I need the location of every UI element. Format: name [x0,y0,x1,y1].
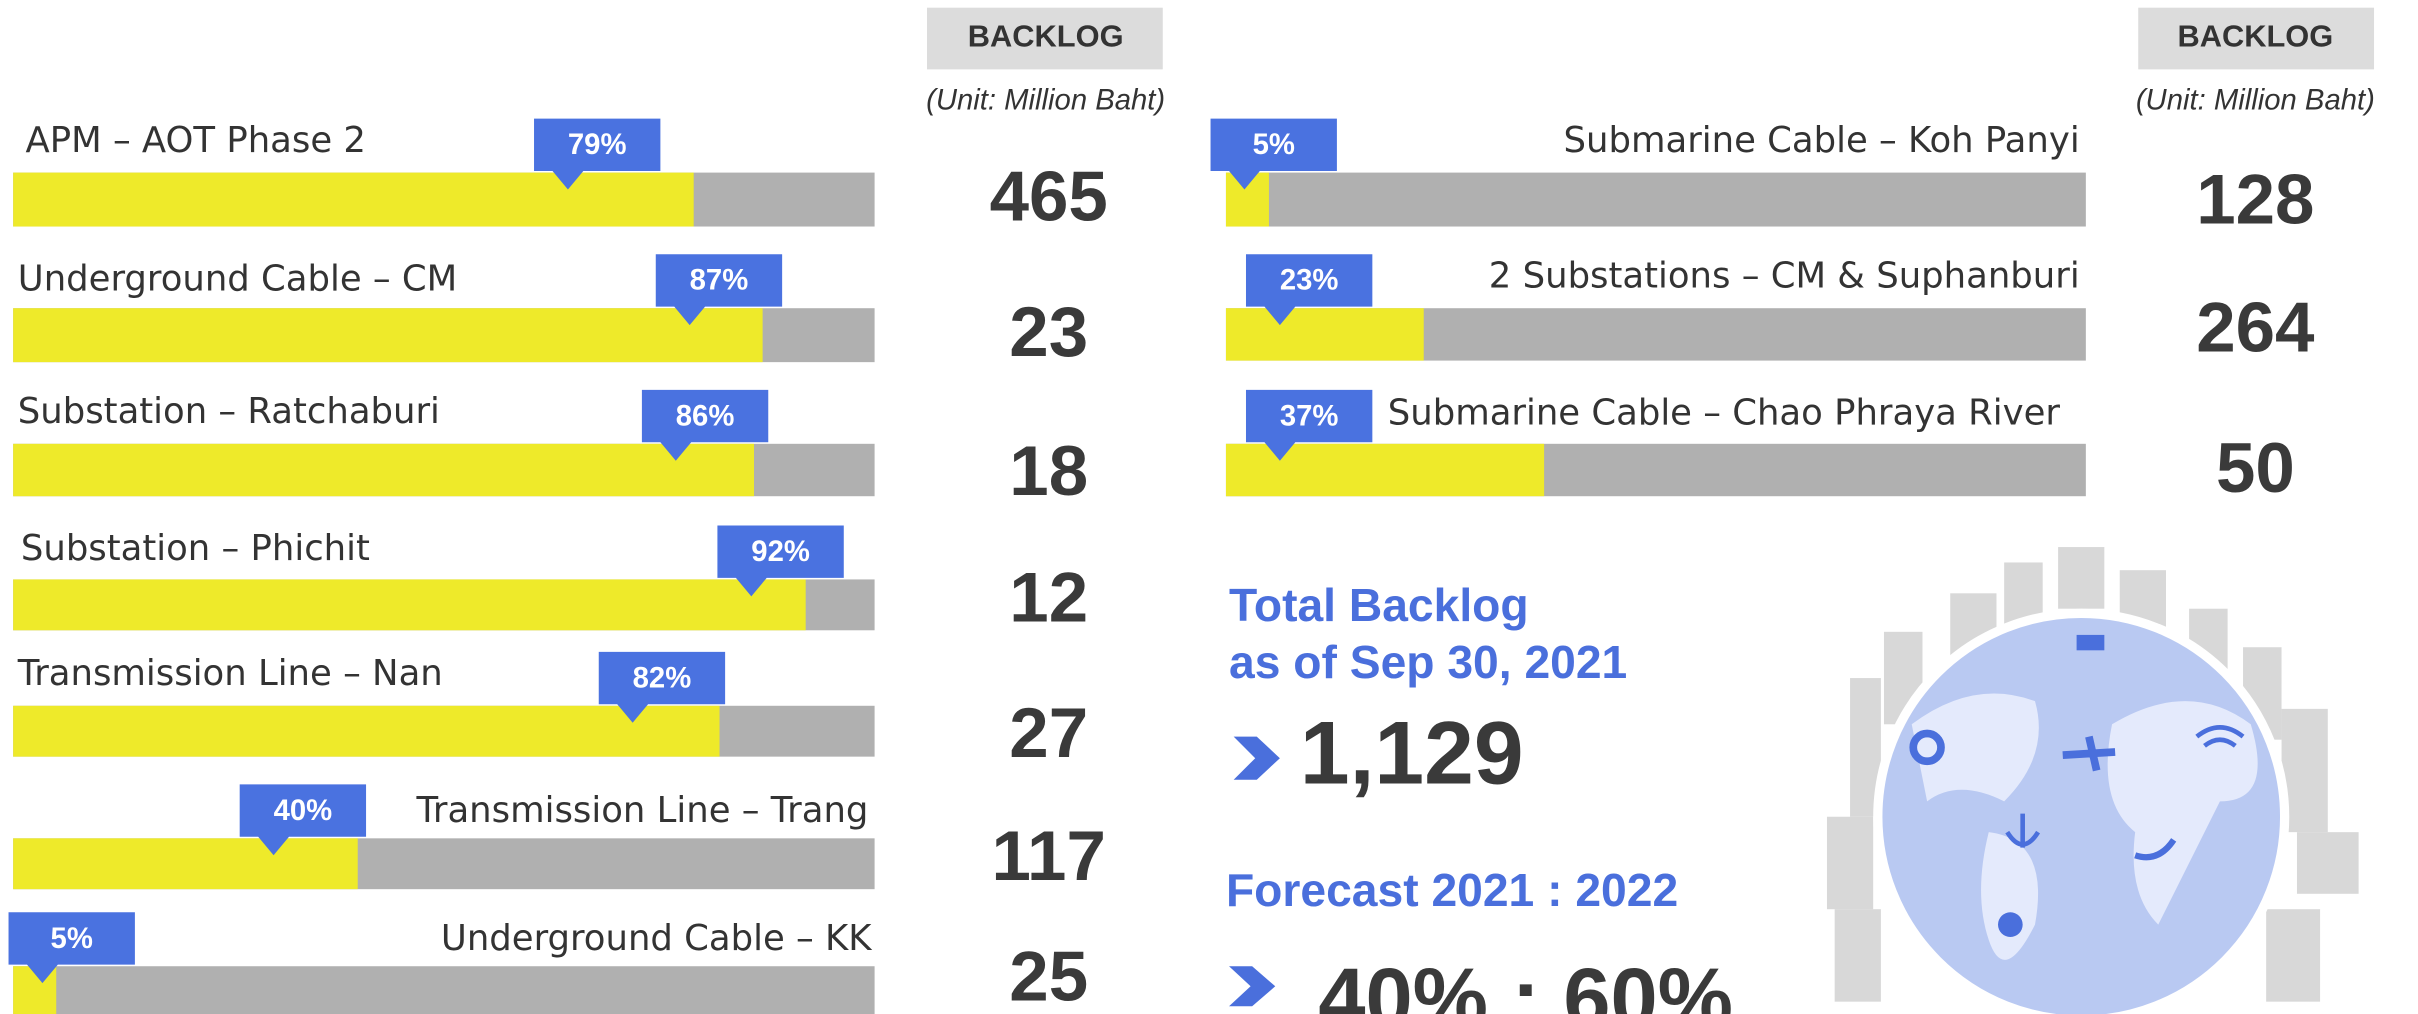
badge [1245,389,1373,461]
badge [8,912,135,984]
backlog-value: 264 [2196,289,2315,368]
backlog-value: 25 [1009,937,1088,1014]
progress-label: 5% [51,923,93,955]
project-name: Substation – Phichit [21,528,370,569]
backlog-value: 50 [2216,429,2295,508]
project-name: APM – AOT Phase 2 [25,120,365,161]
backlog-value: 117 [992,817,1106,896]
progress-label: 5% [1253,129,1295,161]
project-name: Transmission Line – Nan [17,653,443,694]
badge [598,651,726,723]
badge [717,525,844,597]
backlog-value: 23 [1009,293,1088,372]
total-date: as of Sep 30, 2021 [1229,636,1627,688]
badge [655,254,783,326]
backlog-value: 12 [1009,558,1088,637]
progress-label: 87% [690,265,749,297]
globe-illustration [1826,547,2359,1014]
progress-label: 37% [1280,400,1339,432]
project-name: Submarine Cable – Koh Panyi [1564,120,2080,161]
progress-label: 40% [274,795,333,827]
progress-fill [1225,308,1424,361]
badge [641,389,769,461]
unit-label: (Unit: Million Baht) [2136,84,2375,116]
column-title: BACKLOG [968,19,1124,54]
badge [1245,254,1373,326]
project-name: 2 Substations – CM & Suphanburi [1489,255,2080,296]
progress-fill [13,705,720,757]
badge [534,118,661,190]
badge [1210,118,1337,190]
column-title: BACKLOG [2177,19,2333,54]
backlog-value: 465 [990,158,1108,237]
total-value: 1,129 [1300,702,1524,802]
unit-label: (Unit: Million Baht) [926,84,1165,116]
progress-label: 92% [751,536,810,568]
progress-track [13,966,875,1014]
header-box [926,7,1163,70]
backlog-value: 27 [1009,694,1088,773]
forecast-title: Forecast 2021 : 2022 [1226,864,1678,916]
backlog-value: 128 [2196,161,2314,240]
badge [239,784,367,856]
progress-track [1225,172,2086,227]
progress-label: 82% [633,662,692,694]
project-name: Underground Cable – CM [18,258,457,299]
chevron [1233,736,1280,780]
total-title: Total Backlog [1229,579,1529,631]
backlog-value: 18 [1009,432,1088,511]
progress-fill [13,308,763,363]
progress-label: 79% [568,129,627,161]
chevron [1229,966,1276,1007]
progress-label: 86% [676,400,735,432]
project-name: Underground Cable – KK [441,918,872,959]
project-name: Submarine Cable – Chao Phraya River [1388,393,2061,434]
progress-label: 23% [1280,265,1339,297]
project-name: Transmission Line – Trang [415,790,868,831]
header-box [2138,7,2375,70]
progress-fill [13,579,806,631]
project-name: Substation – Ratchaburi [18,391,440,432]
progress-fill [13,838,358,890]
forecast-value: 40% : 60% [1318,950,1733,1014]
progress-fill [13,443,754,497]
progress-fill [13,172,694,227]
